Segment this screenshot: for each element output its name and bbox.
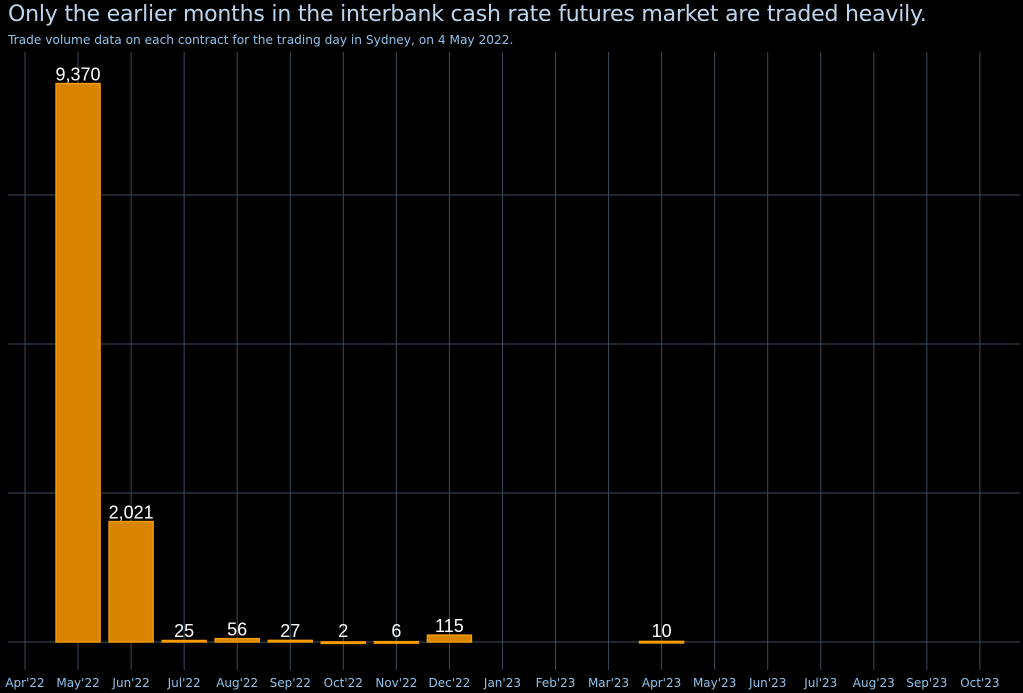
x-tick-label: Jan'23 xyxy=(483,676,521,690)
x-tick-label: Sep'22 xyxy=(270,676,311,690)
data-label: 10 xyxy=(652,621,672,641)
bar xyxy=(638,640,685,644)
x-tick-label: Aug'23 xyxy=(853,676,895,690)
x-tick-label: Aug'22 xyxy=(216,676,258,690)
data-label: 56 xyxy=(227,620,247,640)
x-tick-label: Jun'22 xyxy=(111,676,149,690)
x-tick-label: Nov'22 xyxy=(375,676,417,690)
x-tick-label: Feb'23 xyxy=(536,676,576,690)
data-label: 27 xyxy=(280,621,300,641)
data-label: 2,021 xyxy=(109,503,154,523)
x-tick-label: Jul'23 xyxy=(803,676,837,690)
x-tick-label: May'23 xyxy=(693,676,736,690)
data-label: 25 xyxy=(174,621,194,641)
bar xyxy=(161,639,207,643)
x-tick-label: May'22 xyxy=(56,676,99,690)
data-label: 2 xyxy=(338,621,348,641)
x-tick-label: Mar'23 xyxy=(588,676,629,690)
x-tick-label: Jul'22 xyxy=(167,676,201,690)
x-tick-label: Dec'22 xyxy=(429,676,471,690)
chart-subtitle: Trade volume data on each contract for t… xyxy=(8,33,514,47)
x-tick-label: Jun'23 xyxy=(748,676,786,690)
bar xyxy=(108,520,154,643)
data-label: 6 xyxy=(391,621,401,641)
data-label: 9,370 xyxy=(56,65,101,85)
bar xyxy=(55,82,101,643)
bar xyxy=(214,637,260,643)
x-tick-label: Apr'23 xyxy=(642,676,681,690)
bar xyxy=(267,639,313,643)
x-tick-label: Sep'23 xyxy=(906,676,947,690)
bar xyxy=(426,634,473,643)
chart-title: Only the earlier months in the interbank… xyxy=(8,2,927,27)
data-label: 115 xyxy=(435,616,464,636)
bar xyxy=(373,640,420,644)
x-tick-label: Oct'23 xyxy=(960,676,999,690)
bar xyxy=(320,641,367,645)
x-tick-label: Oct'22 xyxy=(324,676,363,690)
x-tick-label: Apr'22 xyxy=(5,676,44,690)
